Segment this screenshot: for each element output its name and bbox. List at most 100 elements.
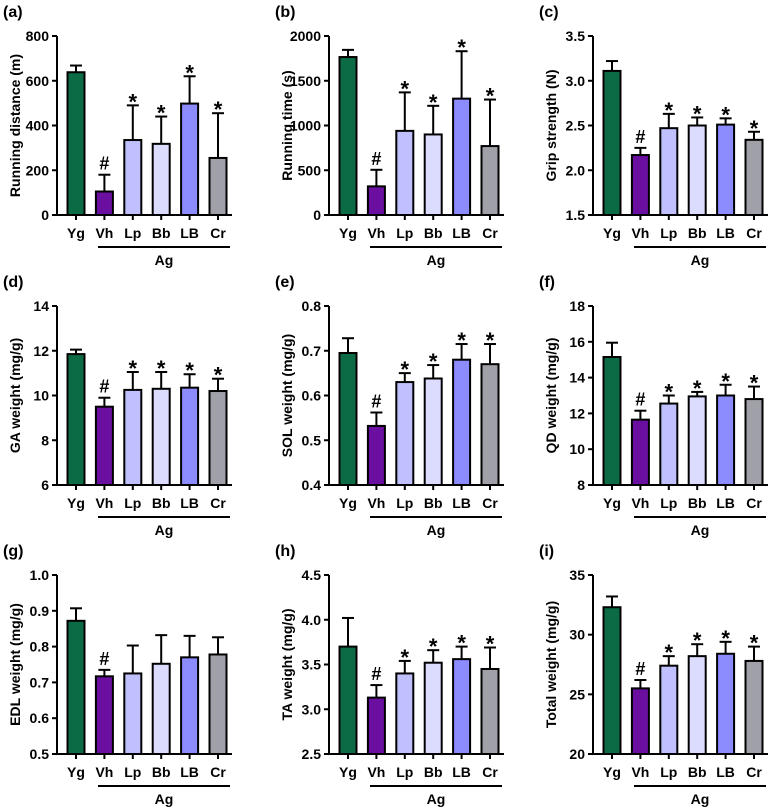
group-label: Ag xyxy=(155,522,174,538)
panel: (g) EDL weight (mg/g) 0.5 0.6 0.7 0.8 0.9 1.0 Yg… xyxy=(3,543,232,807)
bar-Cr xyxy=(480,667,500,756)
x-tick-label: Bb xyxy=(424,495,443,511)
significance-marker: # xyxy=(635,127,645,147)
y-axis-label: TA weight (mg/g) xyxy=(279,609,295,721)
bar-Yg xyxy=(602,356,622,486)
y-tick-label: 0.6 xyxy=(302,388,322,404)
significance-marker: * xyxy=(665,380,674,405)
x-tick-label: LB xyxy=(180,764,199,780)
x-tick-label: LB xyxy=(180,225,199,241)
group-label: Ag xyxy=(691,252,710,268)
bar-Bb xyxy=(423,133,443,216)
significance-marker: * xyxy=(214,363,223,388)
x-tick-label: LB xyxy=(452,225,471,241)
significance-marker: # xyxy=(635,659,645,679)
significance-marker: * xyxy=(457,328,466,353)
bar-Bb xyxy=(151,142,171,216)
y-tick-label: 10 xyxy=(569,441,585,457)
bar-Vh xyxy=(366,696,386,756)
bar-Bb xyxy=(687,124,707,216)
y-tick-label: 1000 xyxy=(290,118,321,134)
y-tick-label: 25 xyxy=(569,686,585,702)
y-tick-label: 4.5 xyxy=(302,567,322,583)
y-tick-label: 0.7 xyxy=(302,343,322,359)
x-tick-label: Lp xyxy=(396,495,413,511)
bar-Cr xyxy=(744,138,764,217)
y-axis-label: Running distance (m) xyxy=(7,54,23,197)
significance-marker: * xyxy=(185,60,194,85)
panel-label: (i) xyxy=(539,543,554,560)
x-tick-label: Lp xyxy=(396,764,413,780)
significance-marker: * xyxy=(750,631,759,656)
significance-marker: # xyxy=(371,664,381,684)
bar-Cr xyxy=(208,653,228,755)
panel-label: (g) xyxy=(3,543,23,560)
x-tick-label: Yg xyxy=(67,495,85,511)
panel-label: (e) xyxy=(275,274,295,291)
y-tick-label: 400 xyxy=(26,118,50,134)
group-label: Ag xyxy=(691,522,710,538)
bar-Cr xyxy=(480,145,500,217)
y-tick-label: 600 xyxy=(26,73,50,89)
y-tick-label: 2.0 xyxy=(566,162,586,178)
bar-Lp xyxy=(395,381,415,486)
significance-marker: * xyxy=(429,349,438,374)
panel: (f) QD weight (mg/g) 8 10 12 14 16 18 Yg Vh # Lp * Bb… xyxy=(539,274,768,538)
y-tick-label: 20 xyxy=(569,746,585,762)
significance-marker: * xyxy=(693,376,702,401)
group-label: Ag xyxy=(155,791,174,807)
bar-Yg xyxy=(66,353,86,486)
x-tick-label: Lp xyxy=(396,225,413,241)
bar-Yg xyxy=(602,606,622,755)
x-tick-label: Cr xyxy=(746,764,762,780)
panel-label: (c) xyxy=(539,4,559,21)
bar-Bb xyxy=(151,387,171,486)
significance-marker: * xyxy=(457,631,466,656)
x-tick-label: Cr xyxy=(482,225,498,241)
bar-Cr xyxy=(744,398,764,486)
y-tick-label: 10 xyxy=(33,388,49,404)
panel: (e) SOL weight (mg/g) 0.4 0.5 0.6 0.7 0.8 Yg Vh #… xyxy=(275,274,504,538)
y-tick-label: 0.6 xyxy=(30,710,50,726)
y-tick-label: 0 xyxy=(41,207,49,223)
bar-Bb xyxy=(423,377,443,486)
x-tick-label: Vh xyxy=(367,495,385,511)
bar-Cr xyxy=(480,363,500,486)
bar-Cr xyxy=(208,156,228,217)
significance-marker: * xyxy=(665,98,674,123)
x-tick-label: LB xyxy=(716,225,735,241)
y-tick-label: 0.4 xyxy=(302,477,322,493)
y-tick-label: 3.0 xyxy=(302,701,322,717)
x-tick-label: Lp xyxy=(660,764,677,780)
y-tick-label: 8 xyxy=(577,477,585,493)
bar-Vh xyxy=(94,405,114,486)
significance-marker: * xyxy=(486,84,495,109)
x-tick-label: Cr xyxy=(210,764,226,780)
panel-label: (a) xyxy=(3,4,23,21)
x-tick-label: Lp xyxy=(660,495,677,511)
x-tick-label: Cr xyxy=(746,225,762,241)
x-tick-label: Yg xyxy=(339,225,357,241)
x-tick-label: Cr xyxy=(746,495,762,511)
panel: (i) Total weight (mg/g) 20 25 30 35 Yg Vh # Lp * Bb… xyxy=(539,543,768,807)
significance-marker: * xyxy=(665,640,674,665)
significance-marker: * xyxy=(429,634,438,659)
y-axis-label: EDL weight (mg/g) xyxy=(7,603,23,726)
x-tick-label: Yg xyxy=(603,225,621,241)
significance-marker: # xyxy=(371,392,381,412)
y-axis-label: Running time (s) xyxy=(279,70,295,180)
group-label: Ag xyxy=(691,791,710,807)
bar-Lp xyxy=(659,402,679,486)
significance-marker: * xyxy=(486,631,495,656)
significance-marker: * xyxy=(129,356,138,381)
group-label: Ag xyxy=(427,522,446,538)
x-tick-label: Bb xyxy=(688,764,707,780)
group-label: Ag xyxy=(155,252,174,268)
bar-Lp xyxy=(123,672,143,755)
group-label: Ag xyxy=(427,791,446,807)
significance-marker: # xyxy=(99,649,109,669)
y-tick-label: 0.5 xyxy=(302,432,322,448)
x-tick-label: Bb xyxy=(688,225,707,241)
y-tick-label: 3.5 xyxy=(302,657,322,673)
x-tick-label: Cr xyxy=(210,495,226,511)
